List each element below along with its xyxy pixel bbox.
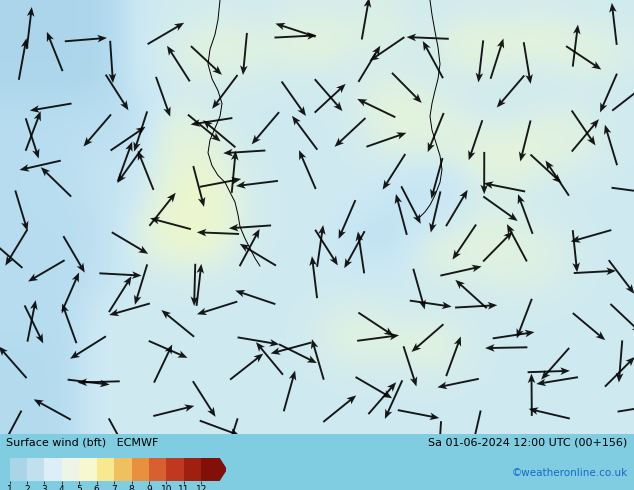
Text: ©weatheronline.co.uk: ©weatheronline.co.uk [512,468,628,478]
Polygon shape [219,458,226,481]
Text: Sa 01-06-2024 12:00 UTC (00+156): Sa 01-06-2024 12:00 UTC (00+156) [429,437,628,447]
Text: Surface wind (bft)   ECMWF: Surface wind (bft) ECMWF [6,437,158,447]
